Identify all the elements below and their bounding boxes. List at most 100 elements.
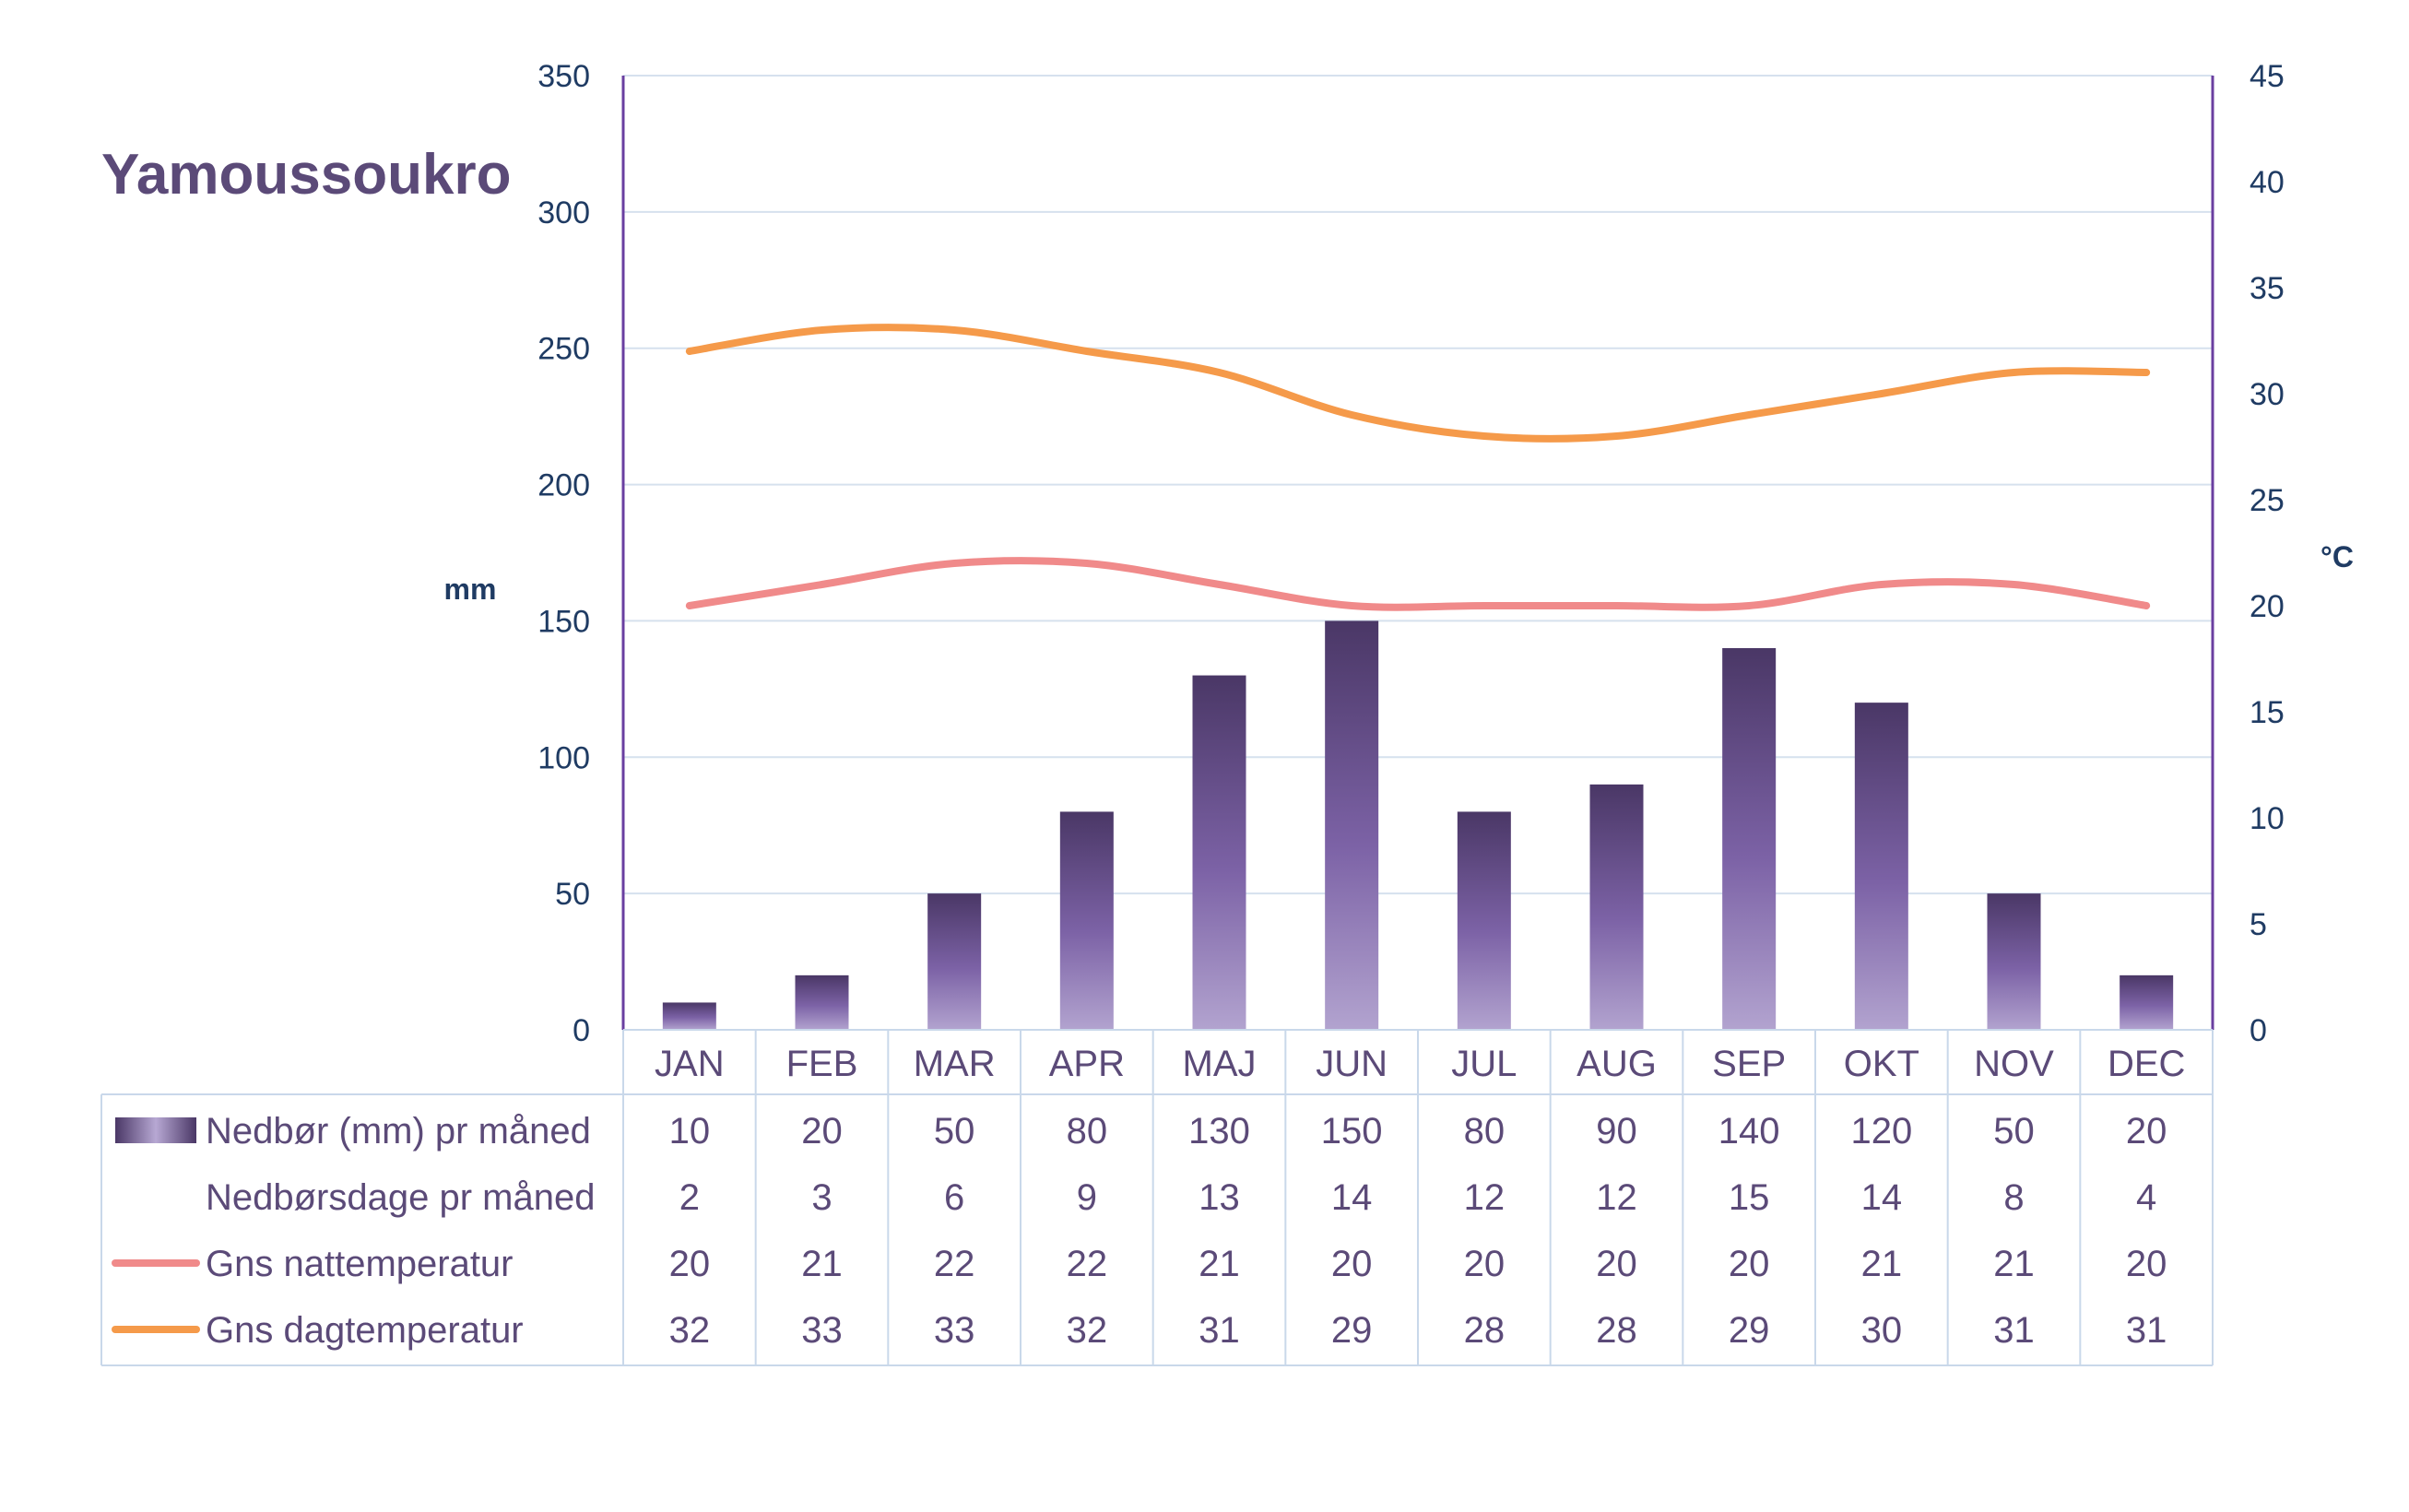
- table-cell: 13: [1199, 1177, 1240, 1218]
- table-row-label: Nedbørsdage pr måned: [206, 1177, 595, 1218]
- day-temperature-line: [685, 324, 2151, 443]
- table-cell: 33: [801, 1310, 843, 1351]
- right-tick-label: 0: [2250, 1013, 2267, 1048]
- right-tick-label: 5: [2250, 907, 2267, 942]
- table-cell: 130: [1188, 1111, 1250, 1152]
- month-label: JUN: [1316, 1044, 1388, 1084]
- precipitation-bar: [1854, 703, 1908, 1030]
- table-cell: 8: [2003, 1177, 2024, 1218]
- table-cell: 31: [1993, 1310, 2035, 1351]
- precipitation-bar: [662, 1002, 716, 1030]
- right-tick-label: 10: [2250, 801, 2285, 836]
- month-label: SEP: [1712, 1044, 1786, 1084]
- month-label: FEB: [786, 1044, 858, 1084]
- table-cell: 90: [1596, 1111, 1637, 1152]
- table-cell: 20: [801, 1111, 843, 1152]
- precipitation-bar: [2120, 975, 2174, 1030]
- table-cell: 33: [934, 1310, 975, 1351]
- left-tick-label: 300: [537, 195, 590, 230]
- month-label: OKT: [1844, 1044, 1919, 1084]
- table-cell: 12: [1596, 1177, 1637, 1218]
- left-axis-ticks: 0 50 100 150 200 250 300 350: [537, 59, 590, 1048]
- month-label: AUG: [1576, 1044, 1657, 1084]
- right-tick-label: 45: [2250, 59, 2285, 94]
- table-cell: 31: [1199, 1310, 1240, 1351]
- left-tick-label: 250: [537, 332, 590, 367]
- temperature-lines: [685, 324, 2151, 611]
- precipitation-bar: [927, 893, 982, 1030]
- month-label: NOV: [1974, 1044, 2054, 1084]
- axes: [621, 76, 2214, 1030]
- table-cell: 29: [1729, 1310, 1770, 1351]
- table-cell: 20: [2126, 1111, 2167, 1152]
- left-tick-label: 50: [555, 877, 590, 912]
- month-label: JUL: [1451, 1044, 1517, 1084]
- table-cell: 22: [1067, 1244, 1108, 1284]
- table-cell: 21: [1199, 1244, 1240, 1284]
- table-cell: 31: [2126, 1310, 2167, 1351]
- precipitation-bar: [1192, 675, 1246, 1030]
- precipitation-bar: [1589, 784, 1644, 1030]
- table-cell: 21: [801, 1244, 843, 1284]
- table-cell: 20: [1596, 1244, 1637, 1284]
- month-label: MAJ: [1183, 1044, 1257, 1084]
- precipitation-bar: [1059, 811, 1114, 1030]
- left-axis-label: mm: [444, 573, 497, 606]
- table-cell: 14: [1331, 1177, 1373, 1218]
- precipitation-bar: [1325, 620, 1379, 1030]
- right-axis-label: °C: [2320, 540, 2354, 573]
- table-cell: 2: [679, 1177, 700, 1218]
- left-tick-label: 100: [537, 740, 590, 775]
- table-cell: 9: [1077, 1177, 1097, 1218]
- data-table: JAN FEB MAR APR MAJ JUN JUL AUG SEP OKT NOV DEC Nedb…: [100, 1029, 2214, 1366]
- table-row-label: Gns nattemperatur: [206, 1244, 514, 1284]
- table-cell: 3: [811, 1177, 832, 1218]
- table-cell: 30: [1861, 1310, 1903, 1351]
- table-cell: 20: [2126, 1244, 2167, 1284]
- precipitation-bar: [1457, 811, 1511, 1030]
- table-cell: 50: [934, 1111, 975, 1152]
- month-label: DEC: [2108, 1044, 2185, 1084]
- precipitation-bar: [795, 975, 849, 1030]
- table-cell: 28: [1464, 1310, 1506, 1351]
- table-cell: 10: [669, 1111, 711, 1152]
- precipitation-bar: [1722, 648, 1777, 1030]
- right-tick-label: 35: [2250, 271, 2285, 306]
- table-cell: 32: [669, 1310, 711, 1351]
- legend-swatch-precipitation: [115, 1117, 196, 1143]
- gridlines: [623, 75, 2213, 895]
- left-tick-label: 350: [537, 59, 590, 94]
- night-temperature-line: [685, 557, 2151, 611]
- table-cell: 28: [1596, 1310, 1637, 1351]
- right-tick-label: 25: [2250, 483, 2285, 518]
- table-cell: 6: [944, 1177, 964, 1218]
- table-cell: 80: [1464, 1111, 1506, 1152]
- month-label: APR: [1049, 1044, 1125, 1084]
- table-cell: 50: [1993, 1111, 2035, 1152]
- right-tick-label: 15: [2250, 695, 2285, 730]
- table-cell: 4: [2136, 1177, 2156, 1218]
- table-cell: 22: [934, 1244, 975, 1284]
- table-cell: 21: [1993, 1244, 2035, 1284]
- left-tick-label: 200: [537, 468, 590, 503]
- left-tick-label: 0: [573, 1013, 590, 1048]
- table-cell: 20: [1464, 1244, 1506, 1284]
- left-tick-label: 150: [537, 604, 590, 639]
- table-cell: 32: [1067, 1310, 1108, 1351]
- table-cell: 20: [1331, 1244, 1373, 1284]
- table-cell: 20: [669, 1244, 711, 1284]
- table-cell: 150: [1321, 1111, 1383, 1152]
- table-cell: 140: [1718, 1111, 1780, 1152]
- precipitation-bars: [662, 620, 2174, 1030]
- precipitation-bar: [1987, 893, 2041, 1030]
- right-axis-ticks: 0 5 10 15 20 25 30 35 40 45: [2250, 59, 2285, 1048]
- table-cell: 80: [1067, 1111, 1108, 1152]
- table-row-label: Gns dagtemperatur: [206, 1310, 524, 1351]
- table-cell: 14: [1861, 1177, 1903, 1218]
- table-cell: 29: [1331, 1310, 1373, 1351]
- right-tick-label: 40: [2250, 165, 2285, 200]
- month-label: JAN: [655, 1044, 725, 1084]
- chart-title: Yamoussoukro: [101, 143, 511, 207]
- table-cell: 21: [1861, 1244, 1903, 1284]
